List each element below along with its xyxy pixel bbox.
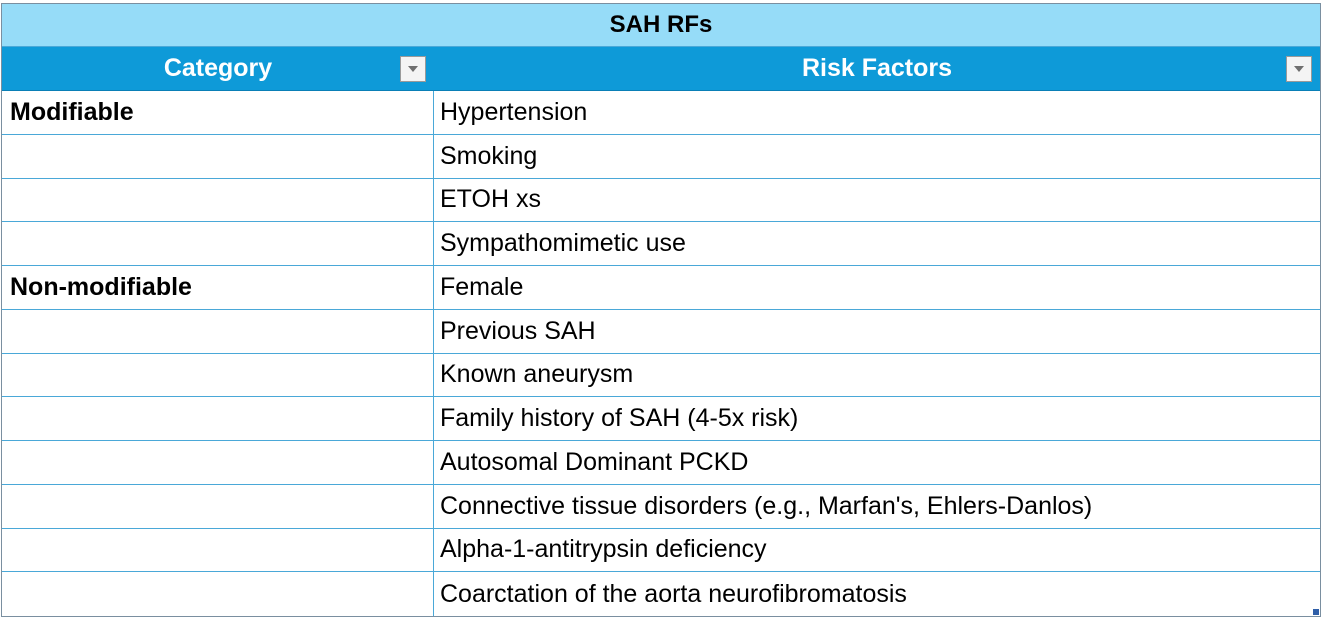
header-row: Category Risk Factors xyxy=(2,47,1320,91)
table-title[interactable]: SAH RFs xyxy=(2,4,1320,47)
table-row: Family history of SAH (4-5x risk) xyxy=(2,397,1320,441)
risk-factor-cell[interactable]: ETOH xs xyxy=(440,185,541,214)
table-row: Modifiable Hypertension xyxy=(2,91,1320,135)
table-row: Sympathomimetic use xyxy=(2,222,1320,266)
risk-factor-cell[interactable]: Previous SAH xyxy=(440,316,596,345)
risk-factor-cell[interactable]: Sympathomimetic use xyxy=(440,229,686,258)
risk-factor-cell[interactable]: Alpha-1-antitrypsin deficiency xyxy=(440,535,767,564)
column-header-label: Category xyxy=(163,54,273,82)
chevron-down-icon xyxy=(408,66,418,72)
risk-factor-cell[interactable]: Connective tissue disorders (e.g., Marfa… xyxy=(440,491,1093,520)
category-cell[interactable]: Non-modifiable xyxy=(2,266,434,309)
category-cell[interactable] xyxy=(2,397,434,440)
table-row: Non-modifiable Female xyxy=(2,266,1320,310)
category-cell[interactable] xyxy=(2,572,434,616)
table-row: ETOH xs xyxy=(2,178,1320,223)
risk-factor-cell[interactable]: Hypertension xyxy=(440,97,588,126)
category-cell[interactable]: Modifiable xyxy=(2,91,434,134)
table-row: Connective tissue disorders (e.g., Marfa… xyxy=(2,484,1320,529)
column-header-risk-factors[interactable]: Risk Factors xyxy=(434,47,1320,90)
category-cell[interactable] xyxy=(2,134,434,178)
risk-factor-cell[interactable]: Autosomal Dominant PCKD xyxy=(440,447,749,476)
category-cell[interactable] xyxy=(2,309,434,353)
category-cell[interactable] xyxy=(2,441,434,484)
category-filter-button[interactable] xyxy=(400,56,426,82)
category-cell[interactable] xyxy=(2,353,434,397)
category-cell[interactable] xyxy=(2,528,434,572)
risk-factors-filter-button[interactable] xyxy=(1286,56,1312,82)
category-cell[interactable] xyxy=(2,484,434,528)
table-resize-handle[interactable] xyxy=(1313,609,1319,615)
risk-factor-cell[interactable]: Female xyxy=(440,272,524,301)
table-row: Autosomal Dominant PCKD xyxy=(2,441,1320,485)
risk-factor-cell[interactable]: Smoking xyxy=(440,141,538,170)
risk-factor-cell[interactable]: Known aneurysm xyxy=(440,360,634,389)
column-header-category[interactable]: Category xyxy=(2,47,434,90)
table-row: Alpha-1-antitrypsin deficiency xyxy=(2,528,1320,573)
table-row: Known aneurysm xyxy=(2,353,1320,398)
table-row: Coarctation of the aorta neurofibromatos… xyxy=(2,572,1320,616)
risk-factor-cell[interactable]: Family history of SAH (4-5x risk) xyxy=(440,404,799,433)
category-cell[interactable] xyxy=(2,222,434,265)
table-row: Smoking xyxy=(2,134,1320,179)
table-row: Previous SAH xyxy=(2,309,1320,354)
category-cell[interactable] xyxy=(2,178,434,222)
chevron-down-icon xyxy=(1294,66,1304,72)
risk-factor-cell[interactable]: Coarctation of the aorta neurofibromatos… xyxy=(440,579,907,608)
table-body: Modifiable Hypertension Smoking ETOH xs … xyxy=(2,91,1320,616)
column-header-label: Risk Factors xyxy=(801,54,953,82)
spreadsheet-table: SAH RFs Category Risk Factors Modifiable… xyxy=(1,3,1321,617)
